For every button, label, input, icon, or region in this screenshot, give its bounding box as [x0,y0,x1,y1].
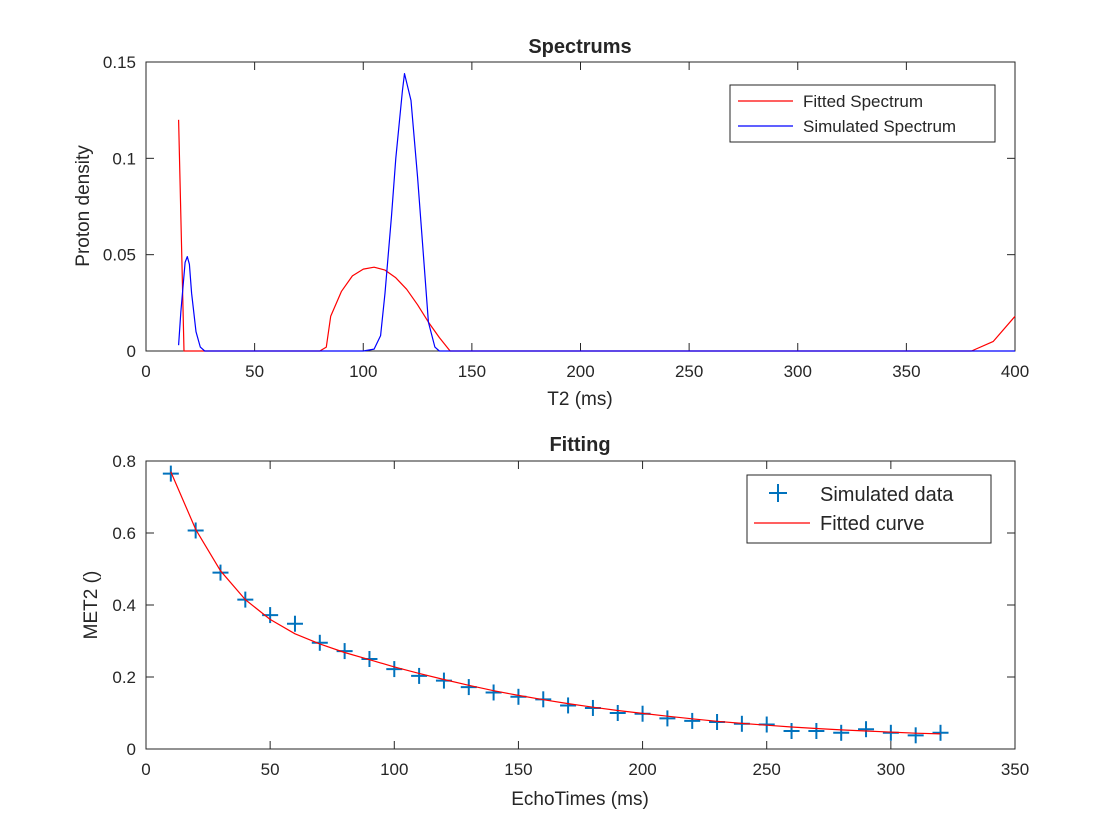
data-point [684,712,701,729]
data-point [411,667,428,684]
x-tick-label: 200 [628,760,656,779]
data-point [311,634,328,651]
y-tick-label: 0.05 [103,246,136,265]
data-point [609,705,626,721]
x-tick-label: 150 [504,760,532,779]
tick-group: 0 50 100 150 200 250 300 350 0 0.2 0.4 0.6 0.8 [112,452,1029,779]
x-tick-label: 50 [261,760,280,779]
legend-label-simulated-data: Simulated data [820,484,954,506]
legend-swatch-simulated-data [769,484,787,502]
x-tick-label: 150 [458,362,486,381]
x-tick-label: 250 [675,362,703,381]
x-tick-label: 0 [141,760,150,779]
x-tick-label: 100 [349,362,377,381]
chart-title: Spectrums [528,36,631,58]
x-tick-label: 300 [877,760,905,779]
legend-box [746,474,992,544]
data-point [858,721,875,738]
x-tick-label: 0 [141,362,150,381]
data-point [833,724,850,741]
x-tick-label: 300 [784,362,812,381]
y-tick-label: 0.8 [112,452,136,471]
y-tick-label: 0.1 [112,149,136,168]
y-tick-label: 0.2 [112,668,136,687]
spectrums-chart: Spectrums 0 50 100 150 200 250 300 350 40000.050… [73,36,1029,410]
y-axis-label: Proton density [73,145,94,267]
x-tick-label: 350 [1001,760,1029,779]
data-point [386,661,403,678]
y-axis-label: MET2 () [81,571,102,640]
y-tick-label: 0.6 [112,524,136,543]
y-tick-label: 0 [127,740,136,759]
legend: Fitted Spectrum Simulated Spectrum [729,84,996,143]
y-tick-label: 0 [127,342,136,361]
x-tick-label: 200 [566,362,594,381]
data-point [460,679,477,696]
x-tick-label: 250 [753,760,781,779]
series-group [178,72,1016,352]
legend-label-simulated-spectrum: Simulated Spectrum [803,117,956,136]
x-axis-label: T2 (ms) [547,389,612,410]
legend: Simulated data Fitted curve [746,474,992,544]
legend-label-fitted-curve: Fitted curve [820,513,924,535]
data-point [560,697,577,714]
series-line-simulated-spectrum [178,72,1015,352]
y-tick-label: 0.15 [103,53,136,72]
data-point [783,723,800,739]
data-point [361,651,378,667]
legend-box [729,84,996,143]
x-tick-label: 400 [1001,362,1029,381]
chart-title: Fitting [549,434,610,456]
data-point [162,465,179,482]
data-point [907,727,924,744]
x-tick-label: 50 [245,362,264,381]
series-line-fitted-curve [170,471,941,735]
x-tick-label: 100 [380,760,408,779]
data-point [485,684,502,701]
series-line-fitted-spectrum [178,119,1016,352]
legend-label-fitted-spectrum: Fitted Spectrum [803,92,923,111]
data-point [932,724,949,741]
x-tick-label: 350 [892,362,920,381]
series-group [162,465,949,744]
data-point [659,710,676,727]
tick-group: 0 50 100 150 200 250 300 350 400 0 0.05 0.1 0.15 [103,53,1029,381]
x-axis-label: EchoTimes (ms) [511,789,649,810]
data-point [286,615,303,632]
y-tick-label: 0.4 [112,596,136,615]
fitting-chart: Fitting 0 50 100 150 200 250 300 35000.20.40.60… [81,434,1029,810]
data-point [212,564,229,581]
data-point [808,723,825,739]
